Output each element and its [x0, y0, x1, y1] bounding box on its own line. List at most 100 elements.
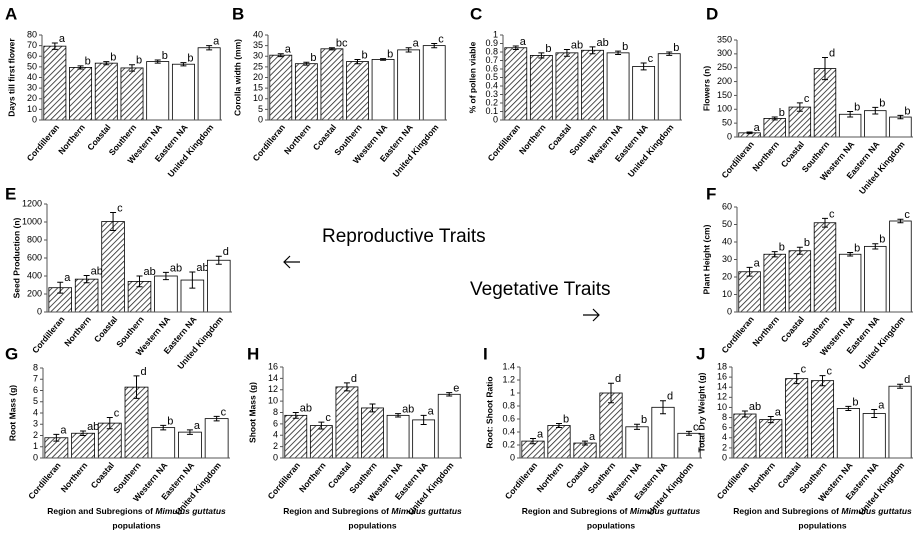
bar [785, 378, 809, 459]
panel-letter: B [232, 4, 244, 23]
y-tick-label: 300 [717, 48, 732, 58]
x-axis-label: Region and Subregions of Mimulus guttatu… [47, 506, 226, 516]
y-tick-label: 0.8 [502, 400, 515, 410]
significance-letter: b [673, 42, 679, 54]
x-tick-label: Cordilleran [503, 460, 540, 501]
significance-letter: c [648, 53, 654, 65]
y-tick-label: 1.4 [502, 361, 515, 371]
x-axis-label: populations [798, 520, 846, 530]
significance-letter: b [854, 242, 860, 254]
y-axis-label: Seed Production (n) [11, 217, 21, 298]
x-tick-label: Northern [746, 460, 777, 494]
bar [69, 67, 93, 121]
error-bar [767, 416, 774, 424]
bar [412, 419, 436, 459]
significance-letter: b [136, 55, 142, 67]
error-bar [686, 430, 692, 436]
x-axis-label-part: Mimulus guttatus [630, 506, 701, 516]
y-axis-label: Root Mass (g) [7, 385, 17, 441]
y-tick-label: 0 [32, 114, 37, 124]
panel-letter: D [706, 4, 718, 23]
bar [197, 47, 221, 121]
y-tick-label: 0 [727, 306, 732, 316]
significance-letter: c [804, 93, 810, 105]
y-tick-label: 10 [253, 93, 263, 103]
significance-letter: ab [749, 401, 761, 413]
bar [547, 425, 571, 459]
x-tick-label: United Kingdom [857, 314, 907, 371]
y-tick-label: 1200 [22, 198, 42, 208]
error-bar [186, 429, 193, 435]
y-tick-label: 30 [27, 83, 37, 93]
y-tick-label: 1000 [22, 216, 42, 226]
significance-letter: a [775, 406, 782, 418]
error-bar [318, 421, 325, 430]
significance-letter: d [829, 47, 835, 59]
bar [101, 221, 125, 313]
panel-letter: F [706, 184, 716, 203]
annotation: Vegetative Traits [470, 279, 610, 300]
error-bar [51, 42, 58, 50]
significance-letter: ab [300, 402, 312, 414]
x-tick-label: Cordilleran [719, 314, 756, 355]
y-tick-label: 0.8 [485, 46, 498, 56]
y-tick-label: 800 [27, 234, 42, 244]
error-bar [154, 59, 161, 64]
y-tick-label: 1 [510, 387, 515, 397]
error-bar [660, 400, 666, 415]
panel-letter: J [696, 344, 705, 363]
bar [437, 393, 461, 459]
significance-letter: d [615, 373, 621, 385]
bar [838, 113, 862, 138]
x-axis-label-part: Region and Subregions of [283, 506, 389, 516]
y-tick-label: 10 [268, 396, 278, 406]
y-tick-label: 30 [722, 254, 732, 264]
y-tick-label: 70 [27, 40, 37, 50]
error-bar [563, 48, 570, 57]
bar [581, 49, 604, 121]
significance-letter: b [879, 234, 885, 246]
error-bar [129, 64, 135, 72]
bar [625, 426, 649, 459]
y-tick-label: 350 [717, 34, 732, 44]
error-bar [446, 392, 453, 397]
significance-letter: d [223, 246, 229, 258]
bar [120, 67, 144, 121]
y-tick-label: 7 [33, 374, 38, 384]
error-bar [512, 45, 519, 50]
y-tick-label: 2 [722, 442, 727, 452]
error-bar [277, 53, 284, 58]
bar [422, 45, 446, 121]
y-tick-label: 200 [717, 76, 732, 86]
x-tick-label: Northern [750, 139, 781, 173]
panel-letter: G [5, 344, 18, 363]
y-tick-label: 40 [722, 236, 732, 246]
error-bar [369, 403, 376, 413]
significance-letter: a [537, 428, 544, 440]
error-bar [556, 423, 562, 428]
error-bar [872, 243, 879, 250]
bar [361, 407, 384, 459]
y-tick-label: 30 [253, 51, 263, 61]
y-tick-label: 0 [510, 452, 515, 462]
x-tick-label: Coastal [92, 314, 119, 344]
x-axis-label-part: Mimulus guttatus [391, 506, 462, 516]
y-tick-label: 0.3 [485, 89, 498, 99]
x-axis-label: Region and Subregions of Mimulus guttatu… [733, 506, 912, 516]
y-tick-label: 0.7 [485, 55, 498, 65]
y-tick-label: 8 [722, 412, 727, 422]
y-axis-label: Flowers (n) [701, 66, 711, 112]
significance-letter: b [167, 415, 173, 427]
error-bar [845, 405, 852, 411]
x-tick-label: United Kingdom [391, 122, 441, 179]
error-bar [822, 217, 828, 228]
y-tick-label: 250 [717, 62, 732, 72]
error-bar [847, 111, 854, 118]
bar [738, 271, 761, 313]
error-bar [420, 414, 427, 425]
error-bar [793, 373, 800, 385]
y-tick-label: 0.5 [485, 72, 498, 82]
y-tick-label: 1 [33, 441, 38, 451]
error-bar [796, 102, 803, 112]
bar [146, 61, 170, 121]
